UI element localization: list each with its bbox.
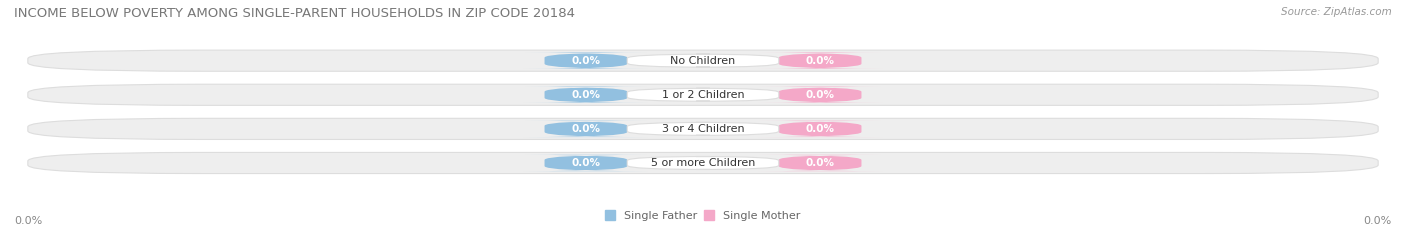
Text: 1 or 2 Children: 1 or 2 Children xyxy=(662,90,744,100)
FancyBboxPatch shape xyxy=(627,54,779,67)
Text: 3 or 4 Children: 3 or 4 Children xyxy=(662,124,744,134)
Text: 0.0%: 0.0% xyxy=(571,90,600,100)
FancyBboxPatch shape xyxy=(524,155,648,171)
Text: 0.0%: 0.0% xyxy=(14,216,42,226)
FancyBboxPatch shape xyxy=(758,52,882,69)
Legend: Single Father, Single Mother: Single Father, Single Mother xyxy=(606,210,800,221)
FancyBboxPatch shape xyxy=(524,121,648,137)
Text: Source: ZipAtlas.com: Source: ZipAtlas.com xyxy=(1281,7,1392,17)
FancyBboxPatch shape xyxy=(758,155,882,171)
FancyBboxPatch shape xyxy=(758,87,882,103)
FancyBboxPatch shape xyxy=(627,88,779,101)
FancyBboxPatch shape xyxy=(758,121,882,137)
Text: INCOME BELOW POVERTY AMONG SINGLE-PARENT HOUSEHOLDS IN ZIP CODE 20184: INCOME BELOW POVERTY AMONG SINGLE-PARENT… xyxy=(14,7,575,20)
FancyBboxPatch shape xyxy=(28,50,1378,71)
FancyBboxPatch shape xyxy=(524,87,648,103)
Text: 0.0%: 0.0% xyxy=(806,56,835,66)
FancyBboxPatch shape xyxy=(627,157,779,169)
Text: 0.0%: 0.0% xyxy=(806,124,835,134)
Text: 0.0%: 0.0% xyxy=(806,158,835,168)
Text: 0.0%: 0.0% xyxy=(571,158,600,168)
Text: 0.0%: 0.0% xyxy=(1364,216,1392,226)
Text: 0.0%: 0.0% xyxy=(571,56,600,66)
FancyBboxPatch shape xyxy=(28,152,1378,174)
Text: 5 or more Children: 5 or more Children xyxy=(651,158,755,168)
Text: 0.0%: 0.0% xyxy=(571,124,600,134)
Text: No Children: No Children xyxy=(671,56,735,66)
FancyBboxPatch shape xyxy=(28,118,1378,140)
FancyBboxPatch shape xyxy=(524,52,648,69)
FancyBboxPatch shape xyxy=(627,122,779,135)
Text: 0.0%: 0.0% xyxy=(806,90,835,100)
FancyBboxPatch shape xyxy=(28,84,1378,105)
